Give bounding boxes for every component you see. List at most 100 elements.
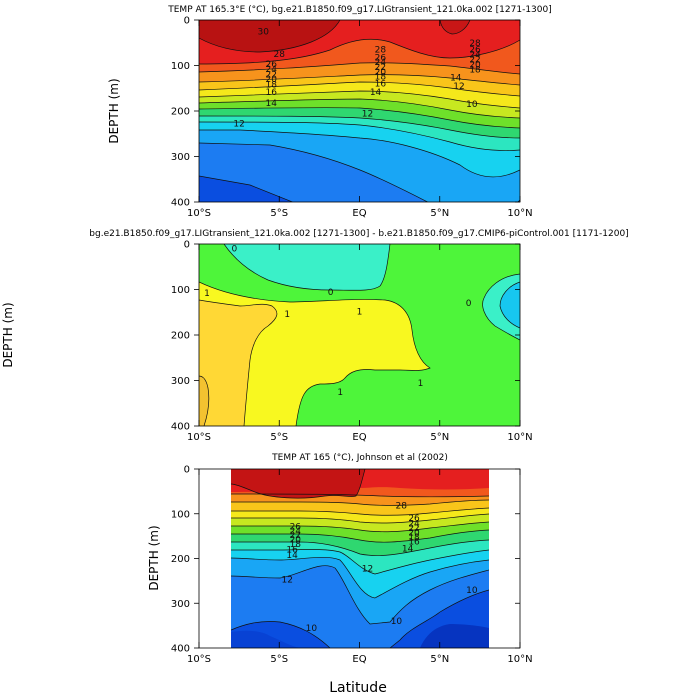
x-tick-label: 10°S: [187, 432, 211, 443]
contour-label: 14: [450, 73, 462, 83]
contour-label: 30: [257, 27, 269, 37]
contour-line: [231, 565, 489, 625]
contour-line: [199, 81, 520, 97]
contour-label: 12: [453, 82, 464, 92]
contour-line: [199, 62, 520, 75]
y-tick-label: 400: [171, 422, 190, 433]
x-tick-label: 5°N: [430, 208, 449, 219]
panel-3-title: TEMP AT 165 (°C), Johnson et al (2002): [271, 453, 448, 463]
contour-line: [199, 98, 520, 119]
contour-line: [199, 121, 520, 151]
y-tick-label: 0: [184, 16, 190, 27]
panel-2-contour-lines: [199, 244, 520, 426]
contour-line: [231, 521, 489, 533]
contour-label: 22: [469, 56, 480, 66]
contour-label: 28: [396, 502, 408, 512]
contour-label: 18: [469, 66, 481, 76]
contour-line: [231, 513, 489, 524]
panel-1: TEMP AT 165.3°E (°C), bg.e21.B1850.f09_g…: [107, 5, 552, 219]
contour-label: 26: [290, 522, 302, 532]
panel-1-ylabel: DEPTH (m): [107, 78, 121, 143]
x-tick-label: 5°N: [430, 432, 449, 443]
contour-label: 18: [408, 533, 420, 543]
contour-label: 0: [466, 299, 472, 309]
contour-line: [199, 299, 278, 426]
panel-3-y-ticks: 0 100 200 300 400: [171, 465, 520, 655]
contour-label: 12: [282, 576, 293, 586]
contour-label: 18: [265, 81, 277, 91]
contour-label: 22: [408, 524, 419, 534]
y-tick-label: 100: [171, 509, 190, 520]
y-tick-label: 400: [171, 198, 190, 209]
contour-line: [439, 20, 471, 35]
contour-label: 14: [286, 551, 298, 561]
band-coldest-east: [420, 624, 489, 648]
y-tick-label: 200: [171, 107, 190, 118]
contour-label: 18: [375, 72, 387, 82]
panel-2: bg.e21.B1850.f09_g17.LIGtransient_121.0k…: [1, 229, 629, 443]
x-tick-label: EQ: [352, 432, 366, 443]
panel-1-contour-lines: [199, 20, 520, 202]
x-tick-label: 5°S: [270, 208, 288, 219]
contour-label: 12: [362, 564, 373, 574]
y-tick-label: 0: [184, 240, 190, 251]
contour-label: 1: [284, 310, 290, 320]
x-tick-label: 5°S: [270, 432, 288, 443]
contour-label: 26: [469, 46, 481, 56]
y-tick-label: 300: [171, 376, 190, 387]
contour-line: [199, 20, 341, 53]
panel-3-x-ticks: 10°S 5°S EQ 5°N 10°N: [187, 469, 533, 665]
contour-label: 26: [408, 514, 420, 524]
y-tick-label: 100: [171, 285, 190, 296]
contour-label: 16: [265, 88, 277, 98]
panel-1-y-ticks: 0 100 200 300 400: [171, 16, 520, 209]
contour-label: 20: [290, 536, 302, 546]
contour-label: 22: [375, 63, 386, 73]
contour-label: 28: [274, 50, 286, 60]
contour-line: [231, 557, 489, 599]
contour-label: 14: [402, 545, 414, 555]
x-tick-label: 10°S: [187, 654, 211, 665]
contour-line: [199, 107, 520, 129]
contour-label: 14: [370, 88, 382, 98]
panel-2-x-ticks: 10°S 5°S EQ 5°N 10°N: [187, 244, 533, 443]
panel-2-title: bg.e21.B1850.f09_g17.LIGtransient_121.0k…: [89, 229, 628, 239]
panel-3: TEMP AT 165 (°C), Johnson et al (2002) D…: [147, 453, 533, 696]
x-tick-label: EQ: [352, 654, 366, 665]
x-tick-label: EQ: [352, 208, 366, 219]
panel-2-field: 0 0 0 1 1 1 1 1: [199, 244, 520, 426]
contour-label: 16: [408, 537, 420, 547]
x-tick-label: 10°N: [507, 654, 532, 665]
contour-line: [231, 499, 489, 506]
panel-2-ylabel: DEPTH (m): [1, 302, 15, 367]
contour-label: 28: [469, 39, 481, 49]
y-tick-label: 400: [171, 644, 190, 655]
panel-3-ylabel: DEPTH (m): [147, 525, 161, 590]
contour-label: 1: [337, 388, 343, 398]
contour-label: 16: [375, 80, 387, 90]
contour-line: [231, 507, 489, 516]
x-tick-label: 10°S: [187, 208, 211, 219]
contour-label: 0: [231, 245, 237, 255]
contour-line: [499, 281, 520, 329]
contour-label: 10: [466, 100, 478, 110]
contour-line: [199, 281, 431, 426]
band-warmest-east: [440, 20, 470, 34]
band-3-plus: [199, 376, 209, 426]
panel-1-x-ticks: 10°S 5°S EQ 5°N 10°N: [187, 20, 533, 219]
contour-line: [199, 38, 520, 65]
band-coldest: [231, 630, 300, 648]
contour-line: [389, 589, 489, 648]
contour-line: [231, 539, 489, 556]
contour-label: 22: [265, 71, 276, 81]
contour-label: 24: [375, 58, 387, 68]
contour-line: [199, 115, 520, 139]
contour-label: 18: [290, 540, 302, 550]
x-tick-label: 10°N: [507, 208, 532, 219]
contour-label: 10: [466, 586, 478, 596]
contour-line: [231, 549, 489, 575]
contour-label: 24: [408, 520, 420, 530]
